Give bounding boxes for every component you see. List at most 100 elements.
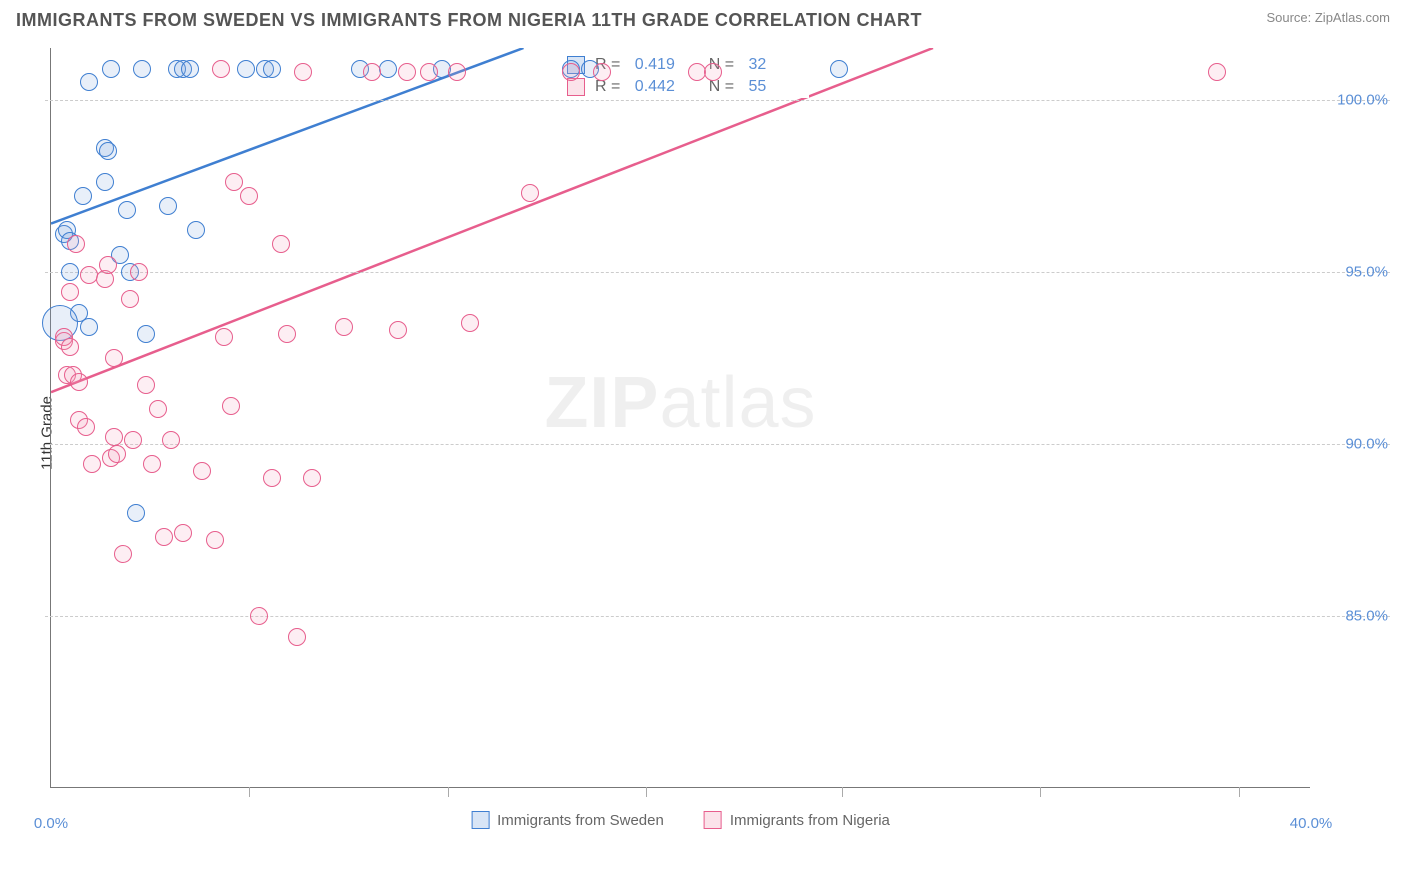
scatter-point — [74, 187, 92, 205]
scatter-point — [181, 60, 199, 78]
scatter-point — [61, 283, 79, 301]
scatter-point — [77, 418, 95, 436]
gridline-h — [45, 272, 1390, 273]
scatter-point — [137, 325, 155, 343]
source-attribution: Source: ZipAtlas.com — [1266, 10, 1390, 25]
gridline-h — [45, 444, 1390, 445]
x-tick-label: 0.0% — [34, 815, 68, 832]
scatter-point — [61, 263, 79, 281]
legend-r-value: 0.442 — [635, 78, 690, 96]
scatter-point — [237, 60, 255, 78]
legend-swatch — [704, 811, 722, 829]
scatter-point — [521, 184, 539, 202]
scatter-point — [67, 235, 85, 253]
scatter-point — [250, 607, 268, 625]
scatter-point — [593, 63, 611, 81]
scatter-point — [830, 60, 848, 78]
scatter-point — [294, 63, 312, 81]
scatter-point — [1208, 63, 1226, 81]
watermark: ZIPatlas — [544, 362, 816, 444]
x-minor-tick — [646, 787, 647, 797]
legend-n-label: N = — [700, 78, 739, 96]
plot-box: ZIPatlas R = 0.419 N = 32R = 0.442 N = 5… — [50, 48, 1310, 788]
scatter-point — [448, 63, 466, 81]
scatter-point — [389, 321, 407, 339]
scatter-point — [174, 524, 192, 542]
scatter-point — [124, 431, 142, 449]
scatter-point — [108, 445, 126, 463]
watermark-bold: ZIP — [544, 363, 659, 443]
scatter-point — [398, 63, 416, 81]
title-bar: IMMIGRANTS FROM SWEDEN VS IMMIGRANTS FRO… — [0, 0, 1406, 37]
y-tick-label: 85.0% — [1318, 607, 1388, 624]
legend-swatch — [471, 811, 489, 829]
scatter-point — [335, 318, 353, 336]
scatter-point — [363, 63, 381, 81]
scatter-point — [80, 73, 98, 91]
scatter-point — [225, 173, 243, 191]
scatter-point — [61, 338, 79, 356]
gridline-h — [45, 100, 1390, 101]
series-legend-item: Immigrants from Nigeria — [704, 811, 890, 829]
scatter-point — [105, 349, 123, 367]
scatter-point — [162, 431, 180, 449]
scatter-point — [187, 221, 205, 239]
scatter-point — [278, 325, 296, 343]
scatter-point — [137, 376, 155, 394]
scatter-point — [263, 469, 281, 487]
series-legend-label: Immigrants from Nigeria — [730, 812, 890, 829]
scatter-point — [562, 63, 580, 81]
scatter-point — [263, 60, 281, 78]
y-tick-label: 90.0% — [1318, 435, 1388, 452]
scatter-point — [133, 60, 151, 78]
scatter-point — [96, 173, 114, 191]
scatter-point — [461, 314, 479, 332]
scatter-point — [303, 469, 321, 487]
legend-n-value: 32 — [748, 56, 803, 74]
scatter-point — [118, 201, 136, 219]
y-tick-label: 100.0% — [1318, 91, 1388, 108]
series-legend-label: Immigrants from Sweden — [497, 812, 664, 829]
scatter-point — [105, 428, 123, 446]
scatter-point — [272, 235, 290, 253]
x-minor-tick — [249, 787, 250, 797]
scatter-point — [143, 455, 161, 473]
legend-n-value: 55 — [748, 78, 803, 96]
x-minor-tick — [842, 787, 843, 797]
y-tick-label: 95.0% — [1318, 263, 1388, 280]
scatter-point — [80, 318, 98, 336]
scatter-point — [240, 187, 258, 205]
scatter-point — [102, 60, 120, 78]
scatter-point — [215, 328, 233, 346]
scatter-point — [127, 504, 145, 522]
scatter-point — [83, 455, 101, 473]
series-legend: Immigrants from Sweden Immigrants from Ni… — [471, 811, 890, 829]
chart-area: 11th Grade ZIPatlas R = 0.419 N = 32R = … — [50, 48, 1390, 818]
scatter-point — [121, 290, 139, 308]
scatter-point — [99, 142, 117, 160]
x-tick-label: 40.0% — [1290, 815, 1333, 832]
chart-title: IMMIGRANTS FROM SWEDEN VS IMMIGRANTS FRO… — [16, 10, 922, 31]
scatter-point — [70, 373, 88, 391]
scatter-point — [212, 60, 230, 78]
scatter-point — [704, 63, 722, 81]
x-minor-tick — [448, 787, 449, 797]
scatter-point — [288, 628, 306, 646]
scatter-point — [222, 397, 240, 415]
scatter-point — [114, 545, 132, 563]
trend-lines-svg — [51, 48, 1311, 788]
scatter-point — [206, 531, 224, 549]
scatter-point — [193, 462, 211, 480]
watermark-rest: atlas — [659, 363, 816, 443]
scatter-point — [155, 528, 173, 546]
scatter-point — [379, 60, 397, 78]
scatter-point — [149, 400, 167, 418]
series-legend-item: Immigrants from Sweden — [471, 811, 664, 829]
x-minor-tick — [1040, 787, 1041, 797]
legend-r-value: 0.419 — [635, 56, 690, 74]
x-minor-tick — [1239, 787, 1240, 797]
scatter-point — [420, 63, 438, 81]
scatter-point — [159, 197, 177, 215]
scatter-point — [99, 256, 117, 274]
gridline-h — [45, 616, 1390, 617]
